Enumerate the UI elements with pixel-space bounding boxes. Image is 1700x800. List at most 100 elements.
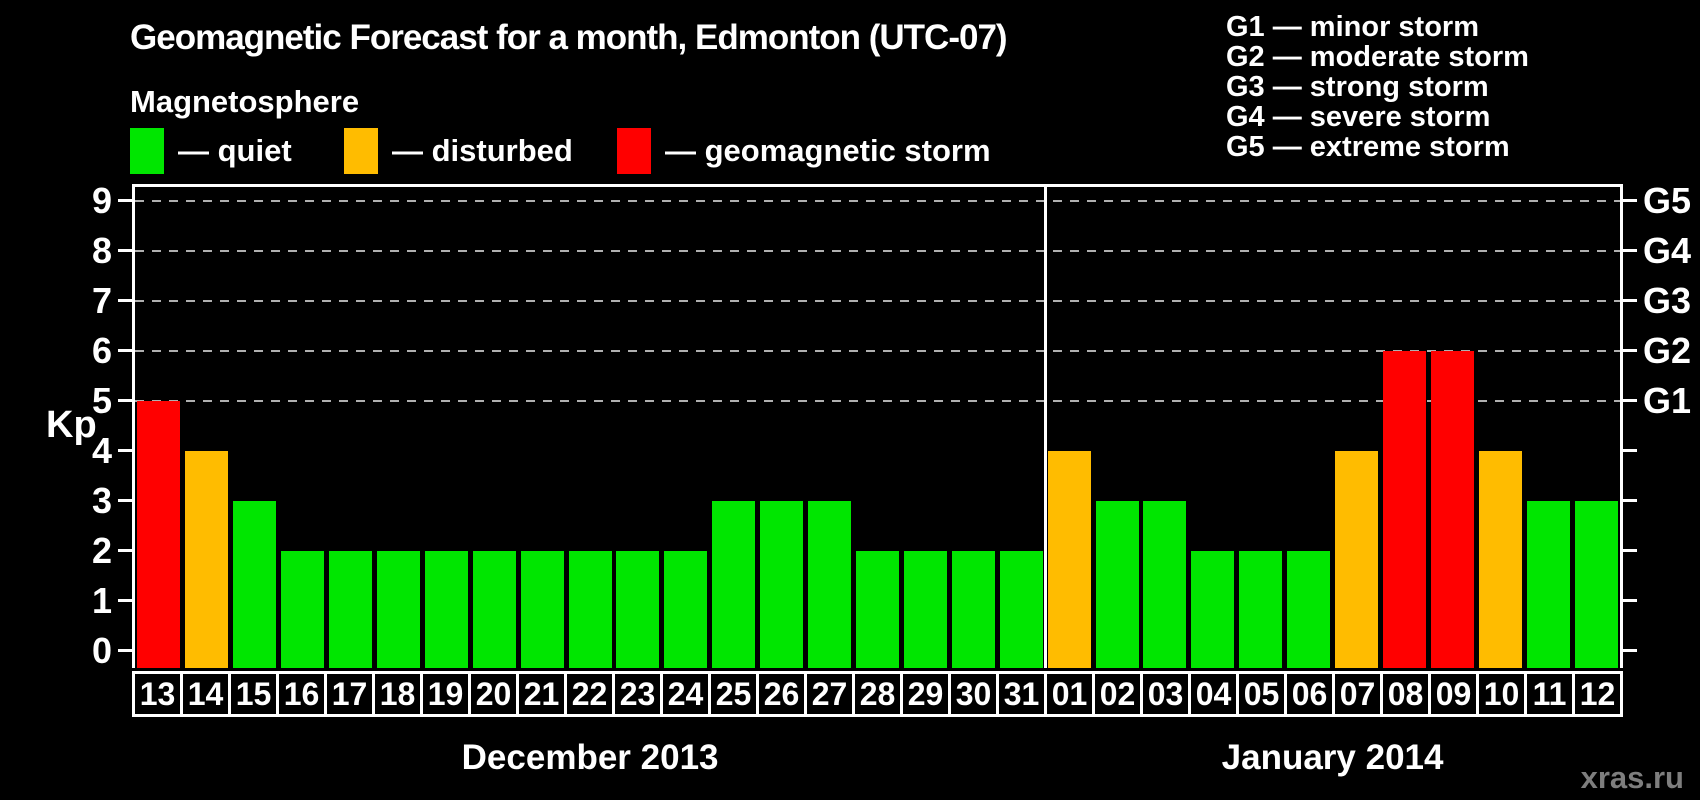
g-scale-legend-item: G2 — moderate storm	[1226, 41, 1529, 73]
right-axis-tick	[1623, 349, 1637, 353]
day-axis: 13 14 15 16 17 18 19 20 21 22 23 24 25 26 27 28 29 30 31 01…	[132, 671, 1623, 717]
legend-item-label: — geomagnetic storm	[665, 133, 991, 168]
legend-item-storm: — geomagnetic storm	[617, 128, 991, 174]
right-axis-tick	[1623, 399, 1637, 403]
day-label-02: 02	[1092, 671, 1143, 717]
kp-bar-day-27	[808, 500, 852, 668]
gridline-kp8	[135, 250, 1620, 253]
kp-bar-day-08	[1382, 351, 1426, 668]
day-label-04: 04	[1188, 671, 1239, 717]
kp-bar-day-04	[1191, 550, 1235, 668]
y-axis-tick	[118, 249, 132, 253]
g-scale-legend-item: G1 — minor storm	[1226, 11, 1479, 43]
y-tick-label: 5	[91, 380, 112, 422]
legend-item-label: — disturbed	[392, 133, 573, 168]
y-tick-label: 8	[91, 230, 112, 272]
day-label-31: 31	[996, 671, 1047, 717]
kp-bar-day-14	[185, 450, 229, 668]
kp-bar-day-10	[1478, 450, 1522, 668]
y-axis-label: Kp	[46, 404, 97, 446]
gridline-kp6	[135, 350, 1620, 353]
g-axis-label-g2: G2	[1643, 330, 1692, 372]
y-tick-label: 3	[91, 479, 112, 521]
y-axis-tick	[118, 598, 132, 602]
legend-item-label: — quiet	[178, 133, 292, 168]
legend-item-quiet: — quiet	[130, 128, 292, 174]
day-label-24: 24	[660, 671, 711, 717]
day-label-27: 27	[804, 671, 855, 717]
kp-bar-day-13	[137, 401, 181, 668]
day-label-22: 22	[564, 671, 615, 717]
kp-bar-day-12	[1574, 500, 1618, 668]
gridline-kp7	[135, 300, 1620, 303]
kp-bar-day-03	[1143, 500, 1187, 668]
kp-bar-day-06	[1287, 550, 1331, 668]
day-label-19: 19	[420, 671, 471, 717]
right-axis-tick	[1623, 648, 1637, 652]
kp-bar-day-02	[1095, 500, 1139, 668]
day-label-12: 12	[1572, 671, 1623, 717]
day-label-06: 06	[1284, 671, 1335, 717]
right-axis-tick	[1623, 199, 1637, 203]
magnetosphere-legend-heading: Magnetosphere	[130, 84, 360, 119]
month-label: December 2013	[461, 738, 719, 777]
y-axis-tick	[118, 349, 132, 353]
g-scale-legend-item: G3 — strong storm	[1226, 71, 1489, 103]
day-label-18: 18	[372, 671, 423, 717]
y-axis-tick	[118, 448, 132, 452]
kp-bar-day-11	[1526, 500, 1570, 668]
disturbed-color-swatch	[344, 128, 378, 174]
day-label-09: 09	[1428, 671, 1479, 717]
day-label-11: 11	[1524, 671, 1575, 717]
plot-area: 0 1 2 3 4 5 6 7 8 9 G1 G2 G3 G4 G5	[92, 182, 1691, 669]
day-label-08: 08	[1380, 671, 1431, 717]
kp-bar-day-01	[1047, 450, 1091, 668]
y-tick-label: 1	[91, 579, 112, 621]
kp-bar-day-20	[472, 550, 516, 668]
day-label-21: 21	[516, 671, 567, 717]
month-separator	[1043, 187, 1047, 668]
right-axis-tick	[1623, 598, 1637, 602]
day-label-30: 30	[948, 671, 999, 717]
day-label-13: 13	[132, 671, 183, 717]
g-scale-legend-item: G4 — severe storm	[1226, 101, 1491, 133]
kp-bar-day-26	[760, 500, 804, 668]
day-label-28: 28	[852, 671, 903, 717]
y-axis-tick	[118, 648, 132, 652]
day-label-01: 01	[1044, 671, 1095, 717]
y-axis-tick	[118, 399, 132, 403]
legend-item-disturbed: — disturbed	[344, 128, 573, 174]
kp-bar-day-05	[1239, 550, 1283, 668]
right-axis-tick	[1623, 498, 1637, 502]
kp-bar-day-28	[856, 550, 899, 668]
day-label-17: 17	[324, 671, 375, 717]
y-axis-tick	[118, 498, 132, 502]
g-scale-legend: G1 — minor storm G2 — moderate storm G3 — …	[1226, 12, 1529, 162]
kp-bar-day-25	[712, 500, 756, 668]
y-tick-label: 4	[91, 429, 112, 471]
kp-bar-day-18	[376, 550, 420, 668]
g-axis-label-g3: G3	[1643, 280, 1692, 322]
day-label-15: 15	[228, 671, 279, 717]
gridline-kp9	[135, 200, 1620, 203]
y-axis-tick	[118, 299, 132, 303]
quiet-color-swatch	[130, 128, 164, 174]
y-tick-label: 9	[91, 180, 112, 222]
kp-bar-day-29	[903, 550, 947, 668]
day-label-07: 07	[1332, 671, 1383, 717]
kp-bar-day-23	[616, 550, 660, 668]
y-tick-label: 7	[91, 280, 112, 322]
kp-bar-day-21	[520, 550, 564, 668]
right-axis-tick	[1623, 548, 1637, 552]
right-axis-tick	[1623, 448, 1637, 452]
day-label-10: 10	[1476, 671, 1527, 717]
kp-bar-day-17	[329, 550, 373, 668]
kp-bar-day-24	[664, 550, 708, 668]
right-axis-tick	[1623, 299, 1637, 303]
day-label-05: 05	[1236, 671, 1287, 717]
kp-bar-day-09	[1430, 351, 1474, 668]
month-label: January 2014	[1221, 738, 1444, 777]
day-label-16: 16	[276, 671, 327, 717]
chart-title: Geomagnetic Forecast for a month, Edmont…	[130, 18, 1008, 57]
g-axis-label-g4: G4	[1643, 230, 1692, 272]
